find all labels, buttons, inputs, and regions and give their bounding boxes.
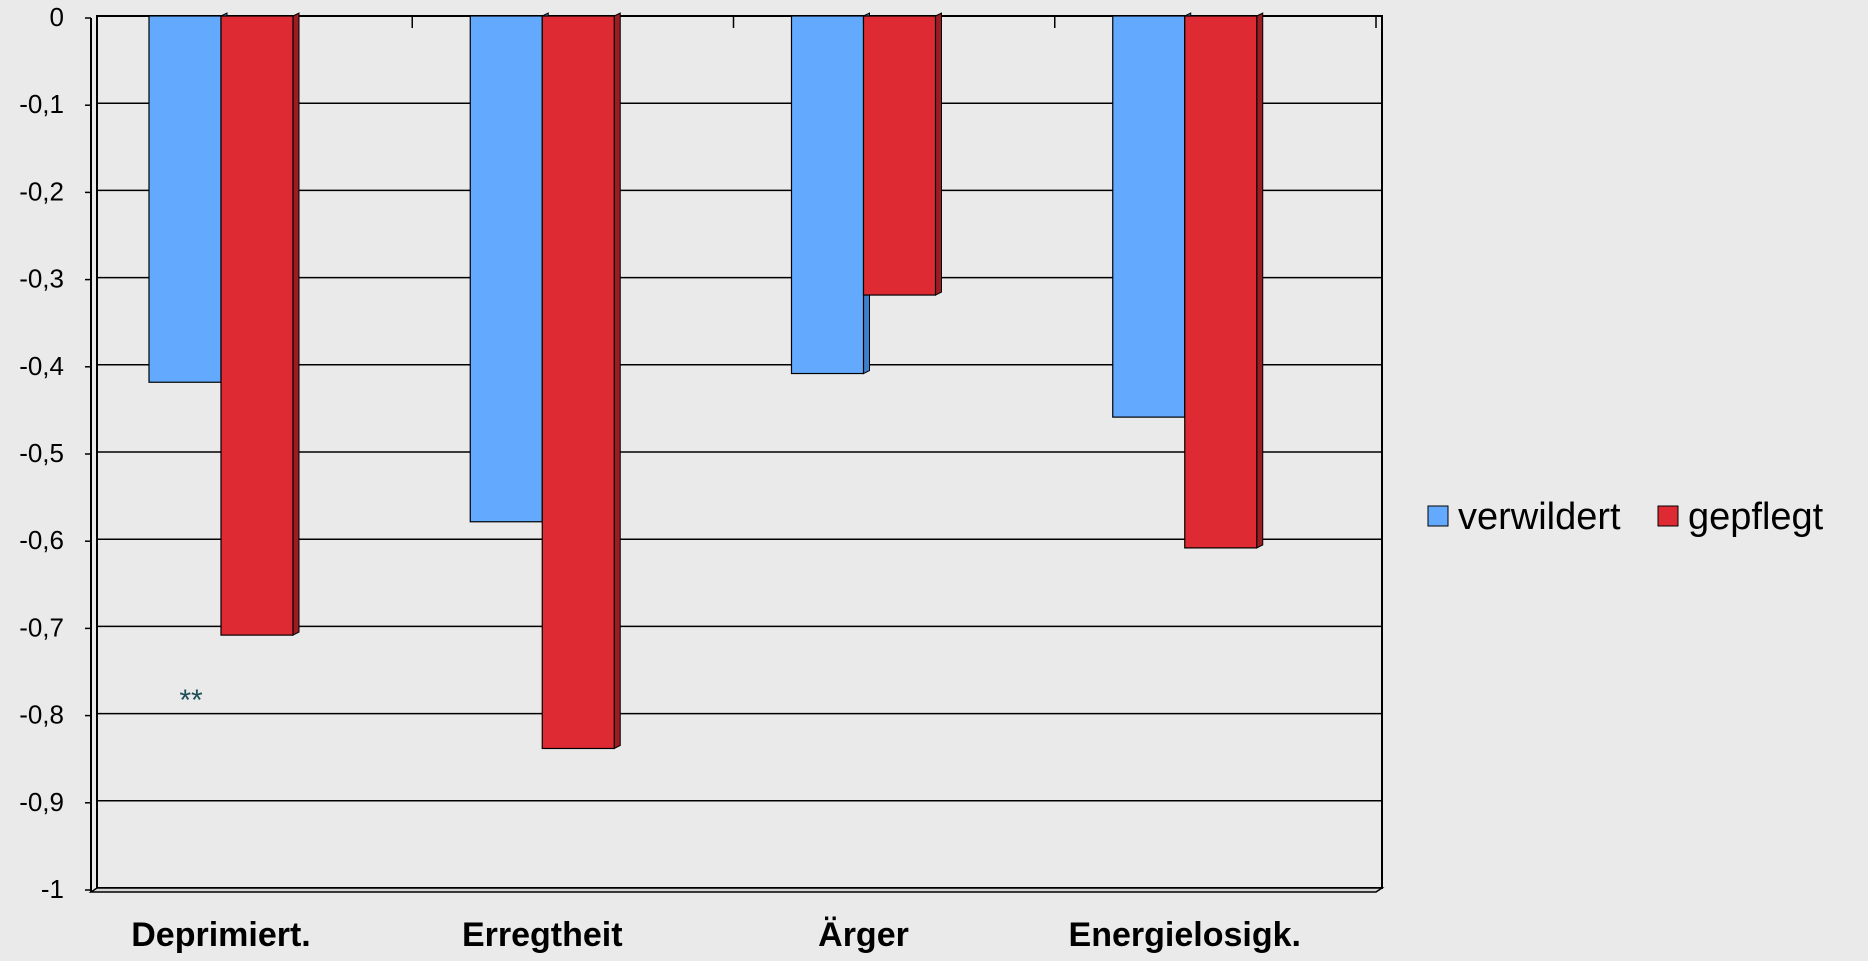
bar-gepflegt xyxy=(220,15,294,636)
y-tick-label: -0,9 xyxy=(19,787,64,817)
legend-label: gepflegt xyxy=(1688,496,1824,538)
y-tick-label: -0,7 xyxy=(19,612,64,642)
plot-floor xyxy=(88,887,1385,893)
y-tick-label: -0,6 xyxy=(19,525,64,555)
y-tick-label: -0,5 xyxy=(19,438,64,468)
bar-verwildert xyxy=(1112,15,1186,418)
significance-annotation: ** xyxy=(179,684,203,717)
legend-label: verwildert xyxy=(1458,496,1621,538)
y-tick-label: -0,2 xyxy=(19,176,64,206)
bar-verwildert xyxy=(469,15,543,523)
x-category-label: Ärger xyxy=(818,916,909,954)
y-tick-label: 0 xyxy=(50,2,64,32)
y-tick-label: -0,1 xyxy=(19,89,64,119)
y-tick-label: -0,3 xyxy=(19,264,64,294)
bar-side xyxy=(292,12,300,636)
bar-side xyxy=(935,12,942,296)
bar-verwildert xyxy=(790,15,865,375)
x-category-label: Deprimiert. xyxy=(131,916,311,954)
y-tick-label: -0,4 xyxy=(19,351,64,381)
x-category-label: Energielosigk. xyxy=(1069,916,1301,954)
y-tick-label: -0,8 xyxy=(19,700,64,730)
bar-side xyxy=(1256,12,1264,549)
bar-gepflegt xyxy=(1184,15,1258,549)
bar-side xyxy=(613,12,621,750)
bar-gepflegt xyxy=(862,15,937,296)
bar-verwildert xyxy=(148,15,222,383)
legend-swatch-gepflegt xyxy=(1657,505,1679,527)
x-category-label: Erregtheit xyxy=(462,916,623,954)
bar-gepflegt xyxy=(541,15,615,750)
y-tick-label: -1 xyxy=(41,874,64,904)
legend-swatch-verwildert xyxy=(1427,505,1449,527)
